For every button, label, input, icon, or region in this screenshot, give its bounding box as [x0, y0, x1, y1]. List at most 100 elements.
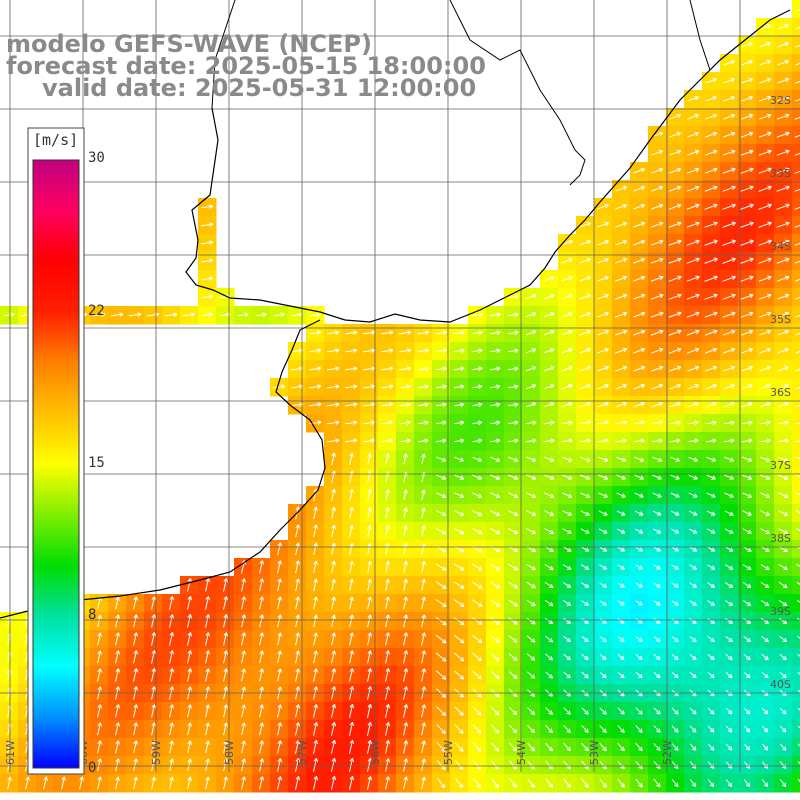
- wind-arrow-shaft: [650, 366, 664, 372]
- wind-arrow-head: [371, 331, 376, 335]
- wind-arrow-head: [781, 712, 787, 715]
- wind-arrow-head: [659, 150, 664, 155]
- wind-arrow-head: [135, 704, 139, 709]
- wind-arrow-shaft: [651, 168, 663, 174]
- wind-arrow-head: [746, 622, 751, 625]
- wind-arrow-head: [514, 294, 519, 297]
- wind-arrow: [326, 420, 340, 425]
- wind-arrow: [706, 474, 716, 480]
- wind-arrow-head: [641, 168, 646, 173]
- wind-arrow-head: [367, 560, 371, 565]
- wind-arrow-head: [713, 329, 718, 332]
- wind-arrow-shaft: [794, 260, 800, 264]
- wind-arrow-head: [586, 311, 591, 314]
- wind-arrow-head: [496, 475, 501, 480]
- wind-arrow-head: [586, 275, 591, 278]
- wind-arrow-shaft: [561, 240, 573, 246]
- wind-arrow-head: [785, 493, 789, 498]
- wind-arrow-shaft: [650, 276, 664, 282]
- wind-arrow-head: [658, 383, 663, 386]
- wind-arrow: [777, 41, 789, 48]
- wind-arrow-shaft: [562, 492, 572, 498]
- wind-arrow-shaft: [291, 367, 303, 371]
- wind-arrow-shaft: [508, 671, 518, 679]
- wind-arrow-head: [766, 529, 770, 534]
- wind-arrow-head: [604, 565, 608, 570]
- wind-arrow-head: [297, 596, 300, 601]
- wind-arrow-shaft: [635, 546, 643, 552]
- wind-arrow-head: [694, 475, 698, 480]
- wind-arrow-head: [461, 511, 465, 516]
- wind-arrow-head: [335, 349, 340, 353]
- wind-arrow-head: [316, 366, 322, 369]
- wind-arrow-head: [712, 439, 717, 444]
- wind-arrow-head: [586, 475, 591, 480]
- wind-arrow-head: [369, 614, 372, 619]
- wind-arrow: [544, 581, 554, 589]
- wind-arrow-head: [786, 132, 790, 137]
- wind-arrow-head: [497, 638, 500, 643]
- wind-arrow-shaft: [151, 614, 155, 628]
- wind-arrow-head: [477, 623, 482, 626]
- wind-arrow: [200, 204, 214, 209]
- wind-arrow-shaft: [758, 294, 772, 300]
- wind-arrow-head: [568, 583, 572, 588]
- wind-arrow: [671, 600, 679, 606]
- wind-arrow-shaft: [403, 596, 407, 610]
- wind-arrow: [277, 704, 283, 718]
- wind-arrow-shaft: [776, 132, 790, 138]
- wind-arrow-head: [622, 347, 627, 350]
- wind-arrow-head: [135, 650, 139, 655]
- wind-arrow-head: [586, 239, 591, 242]
- wind-arrow-shaft: [652, 474, 662, 480]
- wind-arrow: [797, 671, 800, 675]
- wind-arrow: [327, 330, 340, 335]
- wind-arrow-head: [244, 313, 249, 318]
- wind-arrow-shaft: [349, 614, 353, 628]
- wind-arrow-head: [784, 347, 789, 350]
- wind-arrow-shaft: [313, 542, 317, 556]
- wind-arrow-shaft: [668, 294, 682, 300]
- wind-arrow-head: [694, 511, 698, 516]
- wind-arrow-head: [315, 686, 319, 691]
- wind-arrow: [151, 650, 157, 664]
- wind-arrow-shaft: [597, 312, 609, 318]
- wind-arrow-head: [497, 620, 501, 625]
- wind-arrow-shaft: [421, 650, 425, 664]
- wind-cell: [792, 144, 800, 163]
- wind-arrow-shaft: [435, 599, 447, 607]
- wind-arrow-shaft: [489, 313, 501, 317]
- wind-arrow-head: [153, 722, 157, 727]
- wind-arrow: [652, 492, 662, 498]
- wind-arrow: [403, 489, 408, 501]
- wind-arrow: [471, 581, 483, 589]
- wind-arrow-head: [678, 240, 682, 245]
- wind-arrow-head: [730, 59, 735, 62]
- wind-arrow-head: [640, 673, 643, 678]
- wind-arrow-shaft: [794, 188, 800, 192]
- wind-arrow: [543, 456, 555, 462]
- wind-arrow-head: [424, 420, 429, 423]
- wind-arrow-shaft: [295, 524, 299, 538]
- wind-arrow-head: [225, 668, 228, 673]
- wind-arrow-head: [443, 349, 447, 353]
- wind-arrow: [349, 506, 354, 519]
- wind-arrow-head: [349, 703, 353, 708]
- wind-arrow-head: [385, 668, 389, 672]
- wind-cell: [792, 522, 800, 541]
- wind-arrow-head: [641, 294, 646, 299]
- wind-arrow-head: [568, 420, 573, 423]
- wind-arrow: [579, 456, 591, 462]
- wind-arrow-shaft: [97, 668, 101, 682]
- wind-arrow-head: [297, 614, 300, 619]
- wind-arrow-head: [623, 384, 627, 389]
- wind-arrow-head: [732, 150, 736, 155]
- wind-arrow: [380, 330, 394, 335]
- wind-arrow: [453, 402, 465, 408]
- wind-arrow-head: [584, 712, 589, 715]
- wind-arrow: [381, 384, 394, 389]
- wind-arrow-head: [694, 149, 699, 152]
- wind-arrow-shaft: [742, 492, 752, 498]
- wind-arrow-head: [713, 239, 718, 242]
- wind-arrow-shaft: [741, 78, 753, 84]
